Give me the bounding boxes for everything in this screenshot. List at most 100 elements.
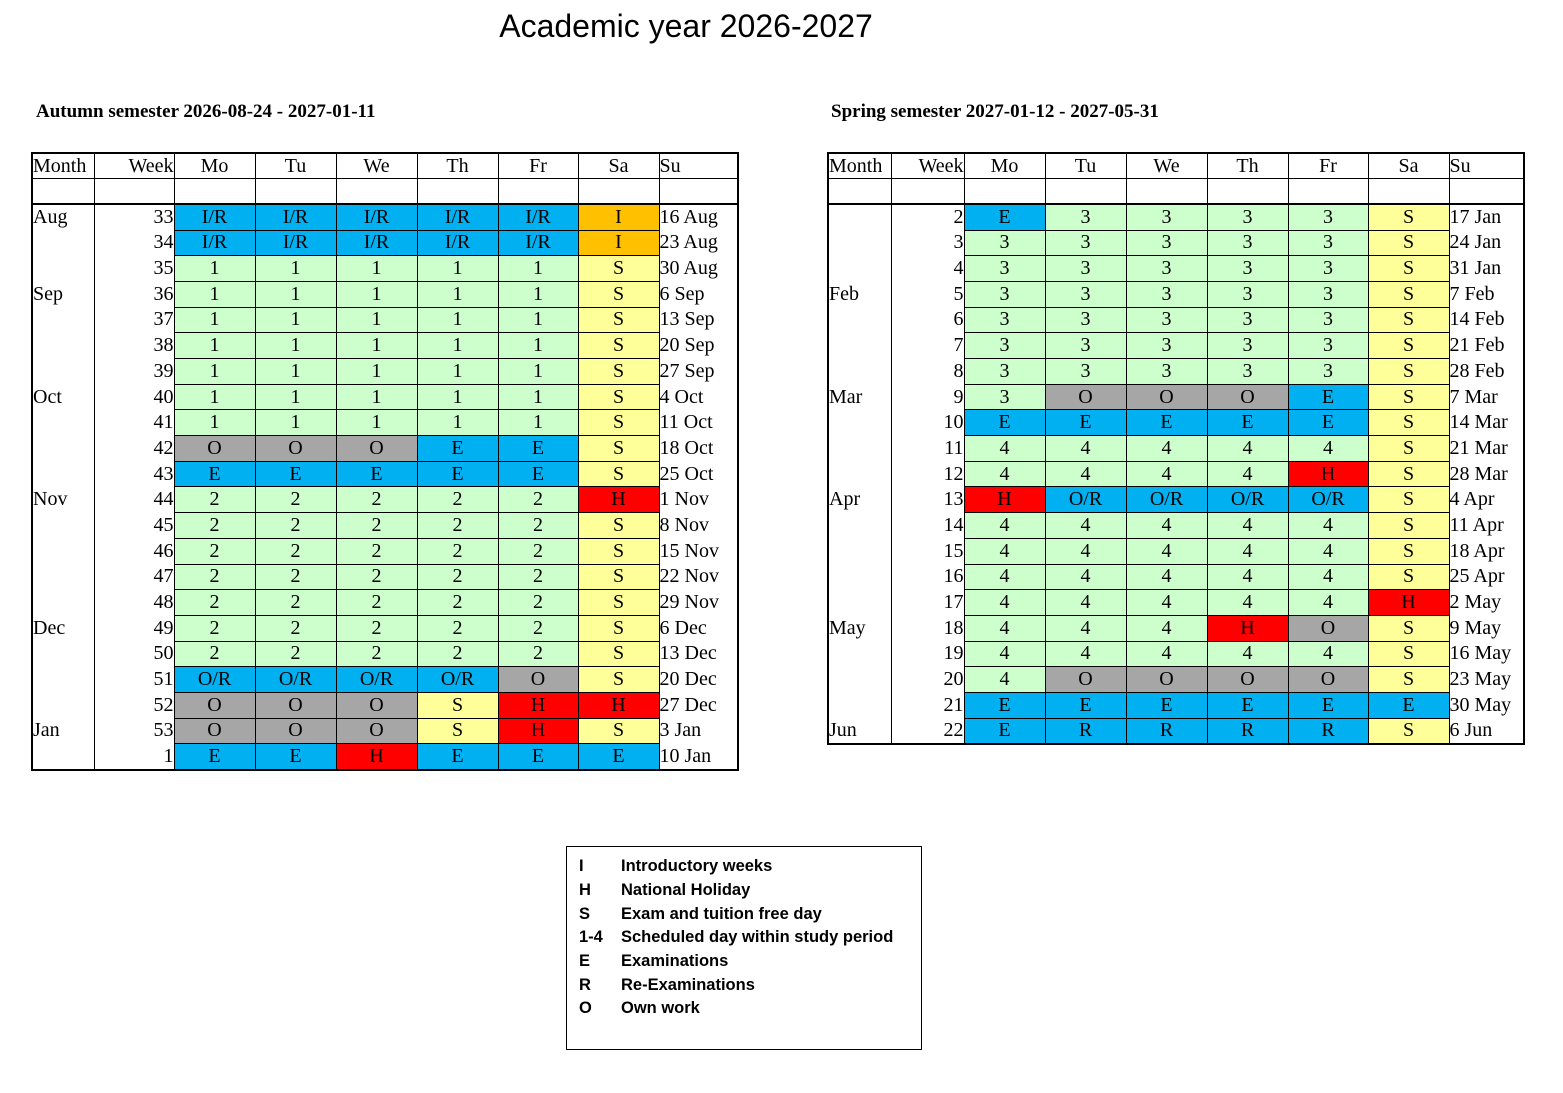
sunday-date-cell: 22 Nov xyxy=(658,564,739,590)
spacer-cell xyxy=(1287,178,1369,206)
day-cell-th: 4 xyxy=(1206,435,1289,462)
month-cell: Sep xyxy=(31,281,94,308)
day-cell-sa: S xyxy=(577,435,660,462)
legend-box: I Introductory weeks H National Holiday S Exa… xyxy=(566,846,922,1050)
week-number-cell: 21 xyxy=(890,692,964,719)
day-cell-fr: 2 xyxy=(497,486,579,514)
day-cell-we: 2 xyxy=(335,589,418,616)
day-cell-th: 1 xyxy=(416,383,499,411)
day-cell-sa: S xyxy=(577,383,660,411)
week-row: 8 3 3 3 3 3 S 28 Feb xyxy=(827,358,1525,385)
day-cell-tu: 4 xyxy=(1044,614,1127,642)
sunday-date-cell: 29 Nov xyxy=(658,589,739,616)
sunday-date-cell: 27 Dec xyxy=(658,692,739,719)
day-cell-we: O xyxy=(1125,666,1208,693)
day-cell-th: 2 xyxy=(416,512,499,539)
day-cell-mo: E xyxy=(173,460,256,488)
week-row: 1 E E H E E E 10 Jan xyxy=(31,743,739,770)
sunday-date-cell: 27 Sep xyxy=(658,358,739,385)
sunday-date-cell: 6 Dec xyxy=(658,615,739,642)
day-cell-fr: O xyxy=(1287,666,1369,693)
day-cell-th: O xyxy=(1206,383,1289,411)
spacer-row xyxy=(827,178,1525,206)
day-cell-fr: 1 xyxy=(497,358,579,385)
day-cell-th: 1 xyxy=(416,255,499,282)
day-cell-fr: 1 xyxy=(497,306,579,334)
month-cell xyxy=(31,666,94,693)
week-number-cell: 49 xyxy=(93,615,174,642)
day-cell-mo: 1 xyxy=(173,255,256,282)
day-cell-we: 2 xyxy=(335,537,418,565)
month-cell xyxy=(31,512,94,539)
spacer-cell xyxy=(827,178,891,206)
day-cell-mo: 3 xyxy=(963,306,1046,334)
day-cell-tu: 4 xyxy=(1044,460,1127,488)
column-header-th: Th xyxy=(1206,153,1289,180)
day-cell-th: O/R xyxy=(416,666,499,693)
day-cell-th: 1 xyxy=(416,409,499,437)
day-cell-sa: S xyxy=(577,589,660,616)
day-cell-sa: S xyxy=(577,563,660,591)
spacer-cell xyxy=(31,178,94,206)
day-cell-sa: H xyxy=(577,691,660,719)
day-cell-fr: 2 xyxy=(497,589,579,616)
week-number-cell: 41 xyxy=(93,409,174,436)
day-cell-tu: 3 xyxy=(1044,203,1127,231)
day-cell-sa: S xyxy=(1367,460,1450,488)
week-number-cell: 20 xyxy=(890,666,964,693)
day-cell-sa: S xyxy=(1367,306,1450,334)
week-row: 50 2 2 2 2 2 S 13 Dec xyxy=(31,640,739,668)
day-cell-fr: 3 xyxy=(1287,280,1369,308)
legend-label: Examinations xyxy=(621,952,729,971)
day-cell-sa: I xyxy=(577,229,660,257)
day-cell-tu: 2 xyxy=(254,512,337,539)
month-cell xyxy=(827,204,891,231)
column-header-we: We xyxy=(1125,153,1208,180)
week-row: 14 4 4 4 4 4 S 11 Apr xyxy=(827,512,1525,539)
week-number-cell: 46 xyxy=(93,538,174,564)
day-cell-th: 4 xyxy=(1206,460,1289,488)
day-cell-we: 1 xyxy=(335,255,418,282)
spring-semester-title: Spring semester 2027-01-12 - 2027-05-31 xyxy=(831,101,1159,122)
day-cell-tu: 3 xyxy=(1044,306,1127,334)
day-cell-th: 3 xyxy=(1206,229,1289,257)
week-row: 48 2 2 2 2 2 S 29 Nov xyxy=(31,589,739,616)
week-number-cell: 12 xyxy=(890,461,964,487)
month-cell xyxy=(827,332,891,359)
day-cell-we: 4 xyxy=(1125,563,1208,591)
day-cell-th: I/R xyxy=(416,229,499,257)
month-cell: Jan xyxy=(31,718,94,744)
day-cell-we: O/R xyxy=(1125,486,1208,514)
day-cell-mo: 3 xyxy=(963,358,1046,385)
spacer-cell xyxy=(254,178,337,206)
week-row: 37 1 1 1 1 1 S 13 Sep xyxy=(31,306,739,334)
day-cell-tu: 2 xyxy=(254,589,337,616)
day-cell-th: 3 xyxy=(1206,203,1289,231)
day-cell-th: 4 xyxy=(1206,537,1289,565)
week-number-cell: 19 xyxy=(890,641,964,667)
day-cell-tu: O/R xyxy=(1044,486,1127,514)
column-header-we: We xyxy=(335,153,418,180)
day-cell-fr: 3 xyxy=(1287,229,1369,257)
day-cell-fr: 2 xyxy=(497,563,579,591)
month-cell xyxy=(31,538,94,564)
sunday-date-cell: 18 Oct xyxy=(658,435,739,462)
column-header-su: Su xyxy=(658,153,739,180)
month-cell xyxy=(827,461,891,487)
day-cell-th: 2 xyxy=(416,614,499,642)
day-cell-th: 4 xyxy=(1206,563,1289,591)
legend-code: S xyxy=(579,904,591,923)
day-cell-fr: 2 xyxy=(497,512,579,539)
week-number-cell: 33 xyxy=(93,204,174,231)
legend-item: O Own work xyxy=(579,997,921,1021)
month-cell: May xyxy=(827,615,891,642)
day-cell-fr: E xyxy=(1287,409,1369,437)
sunday-date-cell: 21 Mar xyxy=(1448,435,1525,462)
day-cell-tu: E xyxy=(254,743,337,770)
day-cell-mo: 3 xyxy=(963,280,1046,308)
sunday-date-cell: 13 Sep xyxy=(658,307,739,333)
day-cell-th: E xyxy=(416,435,499,462)
day-cell-sa: H xyxy=(577,486,660,514)
month-cell xyxy=(827,692,891,719)
day-cell-sa: S xyxy=(1367,486,1450,514)
